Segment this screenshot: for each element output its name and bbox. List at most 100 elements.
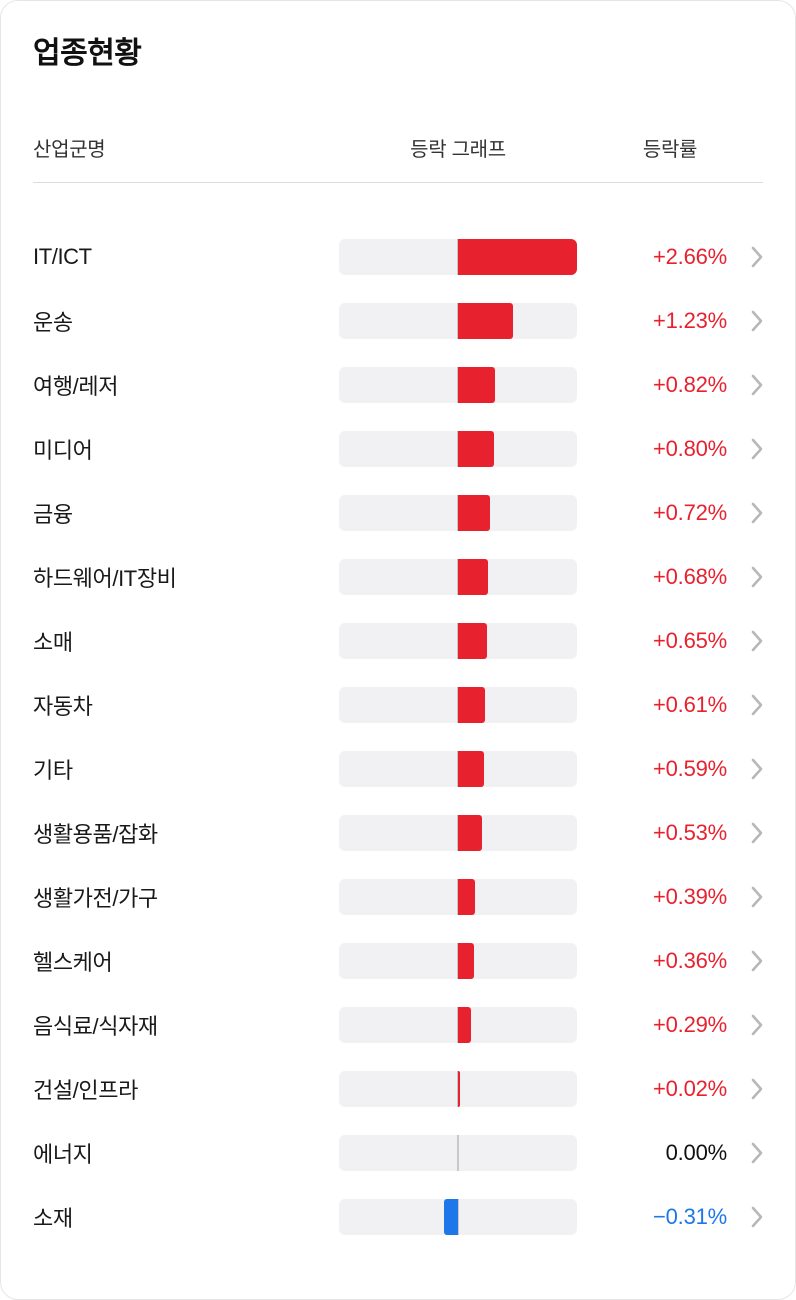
sector-row[interactable]: 금융 +0.72%: [33, 481, 763, 545]
chevron-right-icon[interactable]: [727, 566, 763, 588]
sector-row[interactable]: IT/ICT +2.66%: [33, 225, 763, 289]
column-header-row: 산업군명 등락 그래프 등락률: [33, 133, 763, 162]
sector-row[interactable]: 미디어 +0.80%: [33, 417, 763, 481]
sector-name: 음식료/식자재: [33, 1014, 158, 1039]
sector-name: 건설/인프라: [33, 1078, 138, 1103]
chevron-right-icon[interactable]: [727, 694, 763, 716]
sector-name: IT/ICT: [33, 244, 92, 269]
chevron-right-icon[interactable]: [727, 630, 763, 652]
column-header-industry: 산업군명: [33, 139, 106, 161]
chevron-right-icon[interactable]: [727, 246, 763, 268]
rate-value: +0.72%: [652, 500, 727, 525]
rate-value: +0.36%: [652, 948, 727, 973]
bar-fill: [458, 687, 486, 723]
sector-name: 소매: [33, 630, 73, 655]
sector-row[interactable]: 에너지 0.00%: [33, 1121, 763, 1185]
sector-name: 생활가전/가구: [33, 886, 158, 911]
rate-value: +0.53%: [652, 820, 727, 845]
sector-row[interactable]: 소재 −0.31%: [33, 1185, 763, 1249]
rate-value: +0.65%: [652, 628, 727, 653]
sector-name: 운송: [33, 310, 73, 335]
rate-value: +0.02%: [652, 1076, 727, 1101]
sector-name: 금융: [33, 502, 73, 527]
rate-value: +0.59%: [652, 756, 727, 781]
column-header-graph: 등락 그래프: [410, 139, 506, 161]
rate-value: −0.31%: [652, 1204, 727, 1229]
change-bar-track: [339, 431, 577, 467]
change-bar-track: [339, 303, 577, 339]
chevron-right-icon[interactable]: [727, 1078, 763, 1100]
rate-value: +1.23%: [652, 308, 727, 333]
bar-fill: [458, 303, 514, 339]
chevron-right-icon[interactable]: [727, 374, 763, 396]
change-bar-track: [339, 623, 577, 659]
sector-list: IT/ICT +2.66% 운송 +1.23% 여행/레저: [33, 225, 763, 1249]
sector-row[interactable]: 건설/인프라 +0.02%: [33, 1057, 763, 1121]
bar-centerline: [457, 1135, 459, 1171]
chevron-right-icon[interactable]: [727, 950, 763, 972]
change-bar-track: [339, 495, 577, 531]
sector-row[interactable]: 기타 +0.59%: [33, 737, 763, 801]
sector-name: 에너지: [33, 1142, 93, 1167]
sector-row[interactable]: 생활용품/잡화 +0.53%: [33, 801, 763, 865]
sector-name: 소재: [33, 1206, 73, 1231]
chevron-right-icon[interactable]: [727, 822, 763, 844]
bar-fill: [458, 943, 475, 979]
change-bar-track: [339, 1199, 577, 1235]
sector-name: 헬스케어: [33, 950, 113, 975]
header-divider: [33, 182, 763, 183]
sector-row[interactable]: 헬스케어 +0.36%: [33, 929, 763, 993]
chevron-right-icon[interactable]: [727, 502, 763, 524]
chevron-right-icon[interactable]: [727, 1014, 763, 1036]
sector-row[interactable]: 자동차 +0.61%: [33, 673, 763, 737]
sector-row[interactable]: 여행/레저 +0.82%: [33, 353, 763, 417]
sector-row[interactable]: 생활가전/가구 +0.39%: [33, 865, 763, 929]
change-bar-track: [339, 1071, 577, 1107]
rate-value: +0.80%: [652, 436, 727, 461]
rate-value: +0.61%: [652, 692, 727, 717]
bar-fill: [458, 879, 476, 915]
page-title: 업종현황: [33, 37, 142, 70]
sector-row[interactable]: 음식료/식자재 +0.29%: [33, 993, 763, 1057]
bar-fill: [458, 1007, 471, 1043]
bar-fill: [458, 239, 577, 275]
sector-name: 여행/레저: [33, 374, 119, 399]
rate-value: +0.39%: [652, 884, 727, 909]
bar-fill: [444, 1199, 458, 1235]
bar-fill: [458, 1071, 460, 1107]
chevron-right-icon[interactable]: [727, 758, 763, 780]
chevron-right-icon[interactable]: [727, 310, 763, 332]
chevron-right-icon[interactable]: [727, 438, 763, 460]
change-bar-track: [339, 367, 577, 403]
change-bar-track: [339, 1007, 577, 1043]
sector-row[interactable]: 하드웨어/IT장비 +0.68%: [33, 545, 763, 609]
change-bar-track: [339, 943, 577, 979]
sector-row[interactable]: 소매 +0.65%: [33, 609, 763, 673]
chevron-right-icon[interactable]: [727, 1142, 763, 1164]
sector-row[interactable]: 운송 +1.23%: [33, 289, 763, 353]
column-header-rate: 등락률: [642, 139, 698, 161]
bar-fill: [458, 623, 488, 659]
chevron-right-icon[interactable]: [727, 1206, 763, 1228]
change-bar-track: [339, 1135, 577, 1171]
chevron-right-icon[interactable]: [727, 886, 763, 908]
bar-fill: [458, 751, 485, 787]
change-bar-track: [339, 687, 577, 723]
sector-name: 미디어: [33, 438, 93, 463]
sector-name: 자동차: [33, 694, 93, 719]
bar-centerline: [457, 1199, 459, 1235]
sector-name: 기타: [33, 758, 73, 783]
rate-value: +0.29%: [652, 1012, 727, 1037]
sector-name: 하드웨어/IT장비: [33, 566, 177, 591]
change-bar-track: [339, 815, 577, 851]
change-bar-track: [339, 751, 577, 787]
bar-fill: [458, 559, 489, 595]
bar-fill: [458, 367, 495, 403]
bar-fill: [458, 431, 494, 467]
change-bar-track: [339, 239, 577, 275]
bar-fill: [458, 495, 491, 531]
rate-value: +0.68%: [652, 564, 727, 589]
rate-value: +0.82%: [652, 372, 727, 397]
rate-value: +2.66%: [652, 244, 727, 269]
